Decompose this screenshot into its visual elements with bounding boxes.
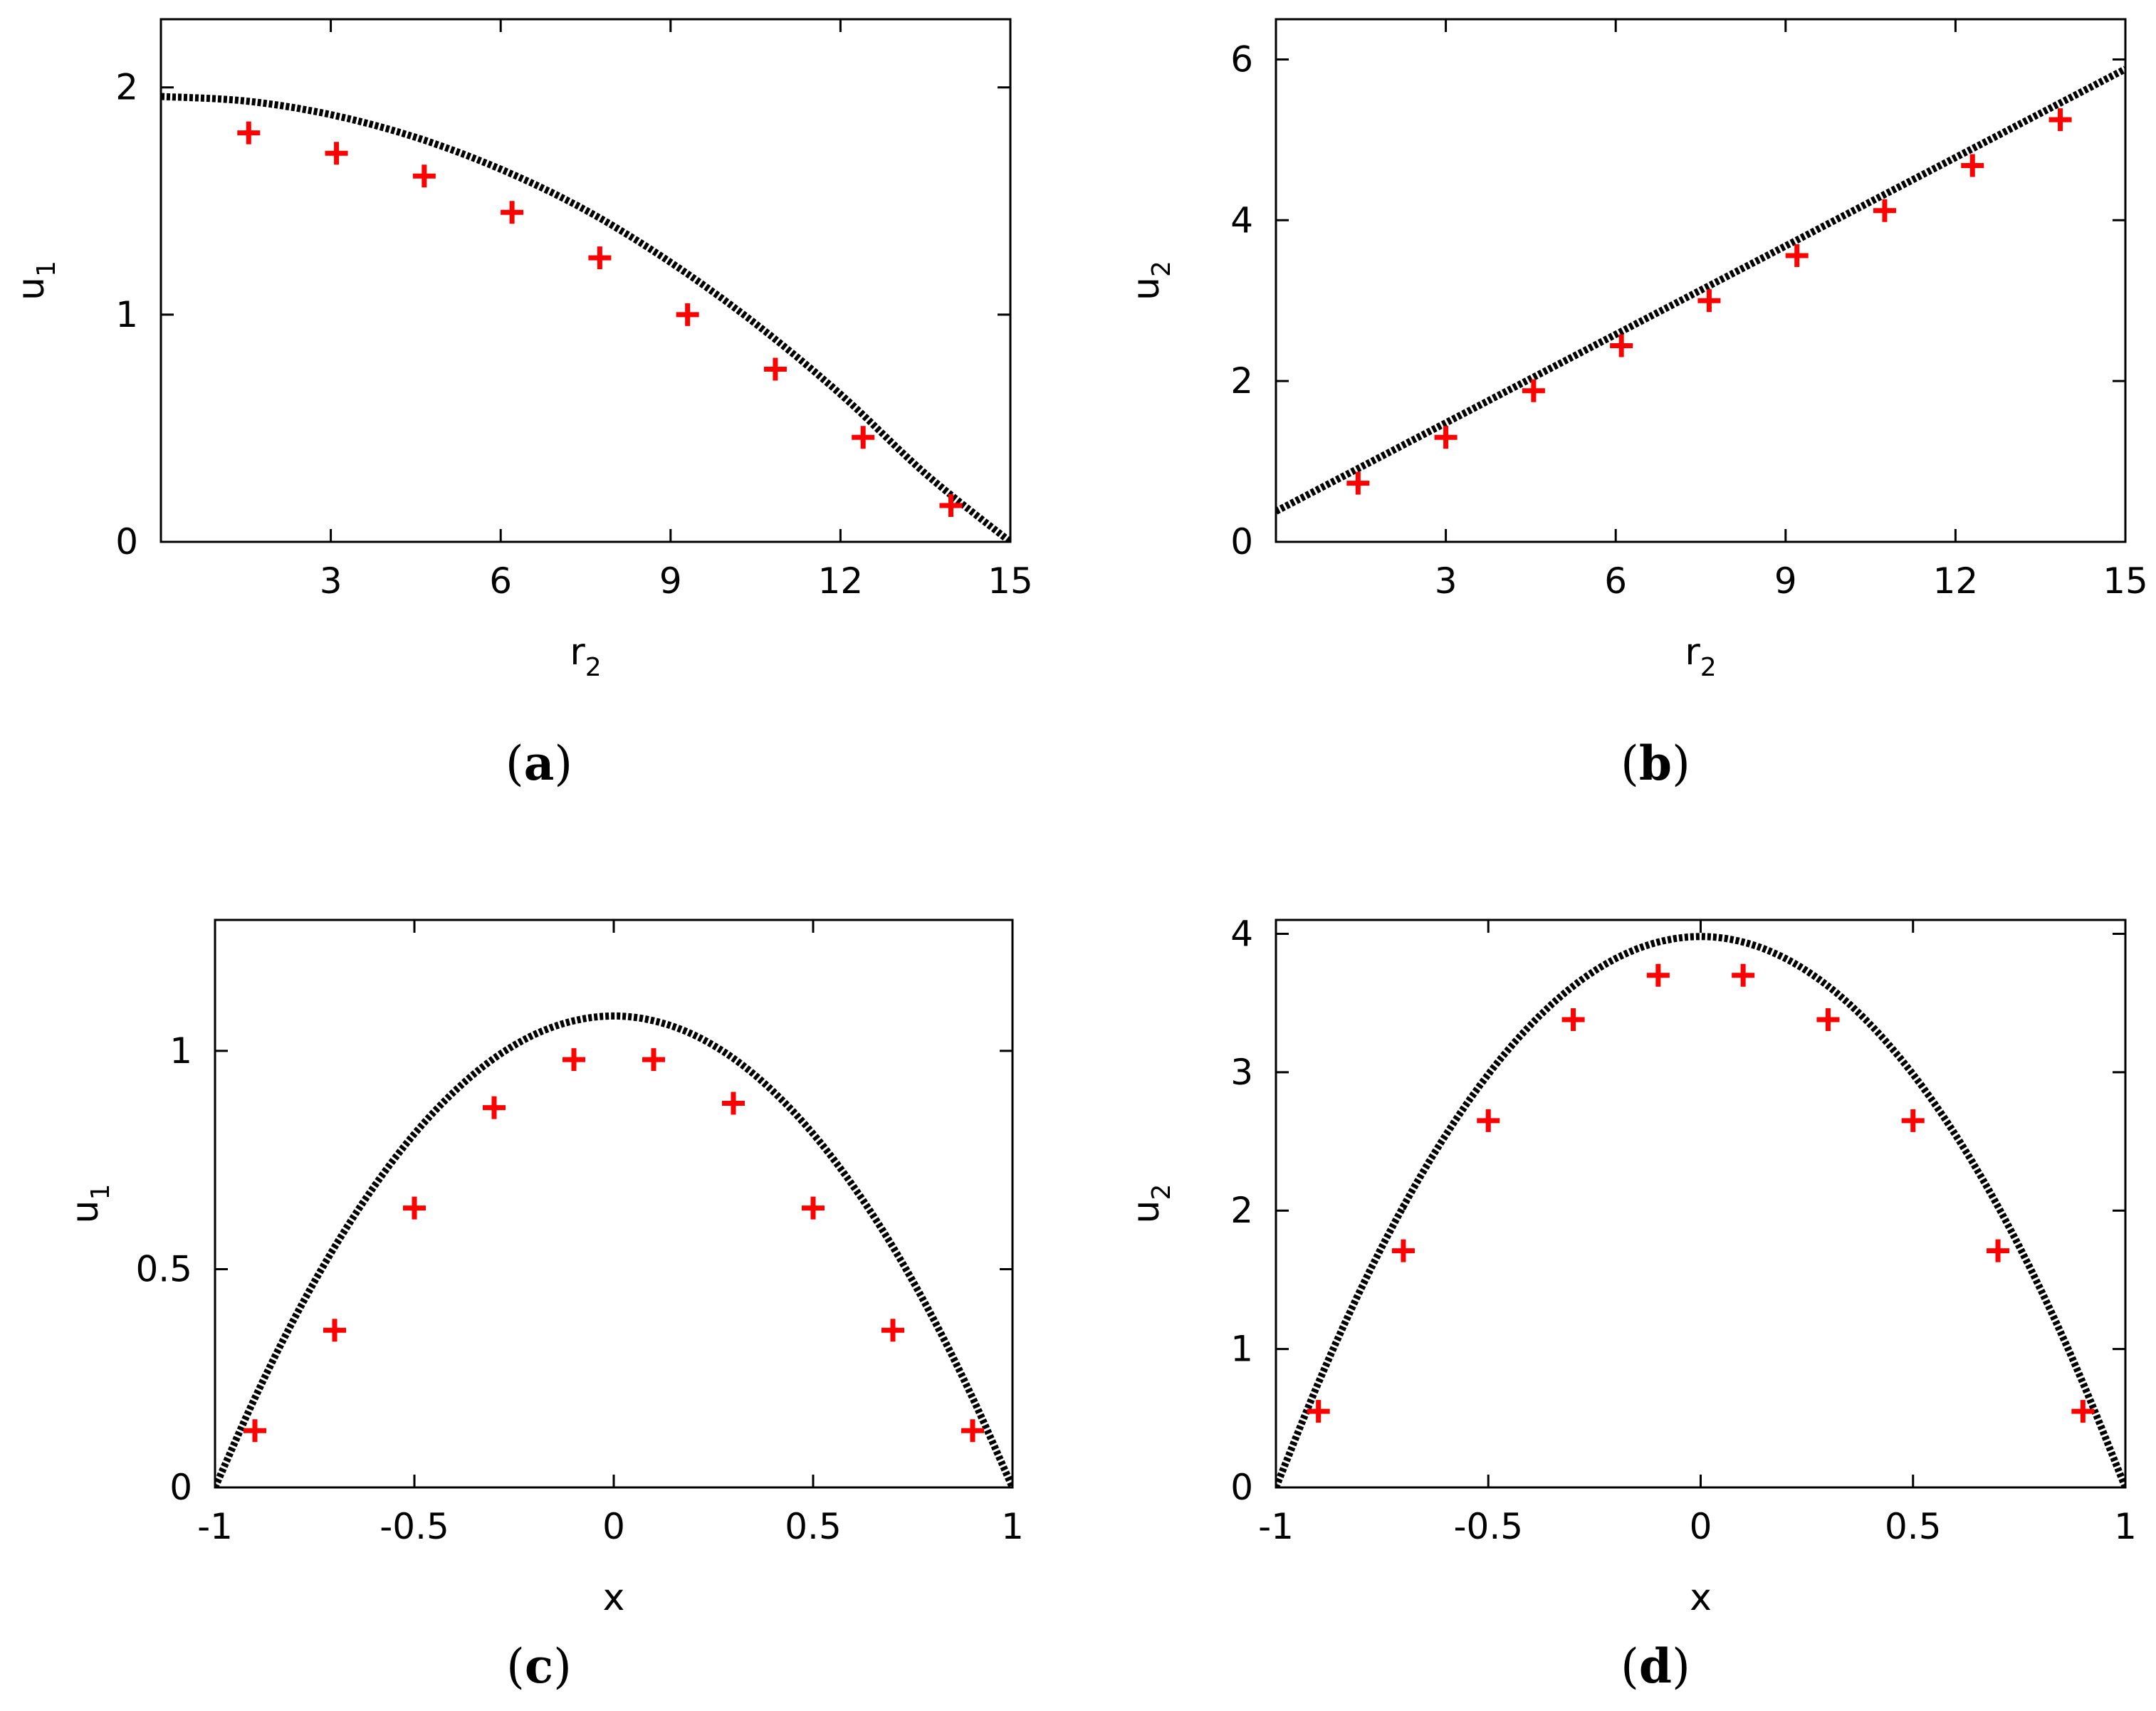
y-tick-label: 0.5	[135, 1248, 192, 1289]
y-axis-label: u1	[64, 1184, 115, 1224]
plot-frame	[214, 919, 1014, 1489]
data-point-marker	[763, 357, 787, 381]
y-tick-label: 4	[1230, 199, 1253, 241]
series-line	[161, 93, 1010, 542]
x-axis-label: x	[603, 1576, 625, 1619]
data-point-marker	[1561, 1008, 1585, 1031]
data-point-marker	[237, 121, 261, 145]
x-tick-label: 12	[1933, 560, 1979, 602]
x-axis-label: r2	[570, 631, 601, 682]
data-point-marker	[961, 1419, 984, 1443]
data-point-marker	[642, 1048, 665, 1072]
y-tick-label: 1	[169, 1030, 192, 1072]
data-point-marker	[412, 164, 436, 188]
y-tick-label: 2	[115, 67, 138, 108]
y-tick-label: 6	[1230, 38, 1253, 80]
data-point-marker	[2048, 108, 2072, 132]
x-tick-label: 0	[602, 1506, 625, 1547]
x-tick-label: -0.5	[380, 1506, 449, 1547]
data-point-marker	[852, 426, 875, 449]
x-tick-label: 9	[1774, 560, 1797, 602]
data-point-marker	[483, 1096, 506, 1119]
data-point-marker	[501, 201, 524, 224]
y-tick-label: 1	[1230, 1329, 1253, 1370]
plot-frame	[159, 18, 1012, 543]
data-point-marker	[1477, 1109, 1500, 1132]
panel-label: (b)	[1621, 736, 1690, 791]
y-tick-label: 1	[115, 294, 138, 335]
x-tick-label: 0	[1690, 1506, 1712, 1547]
x-tick-label: 1	[1001, 1506, 1024, 1547]
x-tick-label: 9	[659, 560, 682, 602]
y-tick-label: 4	[1230, 913, 1253, 954]
data-point-marker	[1391, 1239, 1415, 1262]
x-tick-label: 12	[818, 560, 864, 602]
x-tick-label: -0.5	[1453, 1506, 1523, 1547]
data-point-marker	[802, 1196, 825, 1220]
panel-b: 3 6 9 12 15 0 2 4 6 r2 u2 (b)	[1125, 18, 2148, 791]
y-tick-label: 3	[1230, 1052, 1253, 1093]
y-tick-label: 2	[1230, 360, 1253, 402]
series-line	[1276, 933, 2125, 1487]
data-point-marker	[939, 493, 963, 517]
data-point-marker	[325, 142, 348, 165]
data-point-marker	[244, 1419, 266, 1443]
panel-d: -1 -0.5 0 0.5 1 0 1 2 3 4 x u2 (d)	[1125, 913, 2137, 1694]
data-point-marker	[1697, 289, 1721, 313]
panel-c: -1 -0.5 0 0.5 1 0 0.5 1 x u1 (c)	[64, 919, 1024, 1694]
data-point-marker	[1816, 1008, 1840, 1031]
x-tick-label: 15	[988, 560, 1033, 602]
y-tick-label: 0	[1230, 521, 1253, 563]
y-axis-label: u2	[1125, 261, 1176, 300]
data-point-marker	[1873, 199, 1896, 222]
panel-label: (d)	[1621, 1638, 1690, 1694]
y-axis-label: u1	[10, 261, 61, 300]
x-axis-label: r2	[1685, 631, 1716, 682]
y-tick-label: 2	[1230, 1190, 1253, 1231]
data-point-marker	[2071, 1400, 2095, 1423]
x-tick-label: 0.5	[785, 1506, 842, 1547]
data-point-marker	[1987, 1239, 2010, 1262]
data-point-marker	[1732, 963, 1755, 987]
data-point-marker	[1346, 471, 1370, 495]
x-axis-label: x	[1690, 1576, 1712, 1619]
series-line	[215, 1012, 1012, 1487]
y-tick-label: 0	[115, 521, 138, 563]
data-point-marker	[1610, 334, 1633, 357]
data-point-marker	[1961, 154, 1984, 177]
plot-frame	[1275, 18, 2127, 543]
x-tick-label: 3	[320, 560, 342, 602]
data-point-marker	[588, 246, 612, 270]
x-tick-label: 1	[2114, 1506, 2137, 1547]
data-point-marker	[1522, 379, 1545, 402]
data-point-marker	[722, 1092, 745, 1115]
x-tick-label: 6	[489, 560, 512, 602]
y-axis-label: u2	[1125, 1184, 1176, 1224]
x-tick-label: -1	[1258, 1506, 1294, 1547]
x-tick-label: 3	[1435, 560, 1458, 602]
data-point-marker	[1646, 963, 1670, 987]
data-point-marker	[1434, 426, 1458, 449]
data-point-marker	[403, 1196, 426, 1220]
data-point-marker	[676, 303, 699, 326]
data-point-marker	[881, 1319, 904, 1342]
x-tick-label: 0.5	[1885, 1506, 1942, 1547]
y-tick-label: 0	[169, 1467, 192, 1508]
x-tick-label: 6	[1604, 560, 1627, 602]
data-point-marker	[323, 1319, 346, 1342]
panel-label: (c)	[506, 1638, 572, 1694]
data-point-marker	[1307, 1400, 1330, 1423]
panel-label: (a)	[506, 736, 572, 791]
x-tick-label: -1	[197, 1506, 233, 1547]
data-point-marker	[562, 1048, 585, 1072]
series-line	[1276, 66, 2125, 515]
data-point-marker	[1901, 1109, 1925, 1132]
y-tick-label: 0	[1230, 1467, 1253, 1508]
x-tick-label: 15	[2103, 560, 2148, 602]
data-point-marker	[1785, 244, 1809, 267]
